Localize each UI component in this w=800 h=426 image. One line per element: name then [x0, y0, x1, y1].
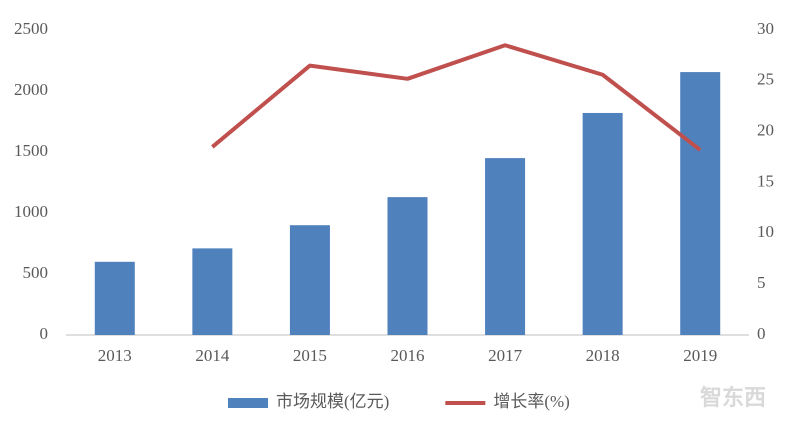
bar [485, 158, 526, 335]
y2-tick-label: 20 [757, 121, 774, 140]
x-tick-label: 2018 [586, 346, 620, 365]
y-tick-label: 1000 [14, 202, 48, 221]
line [211, 43, 702, 152]
x-tick-label: 2015 [293, 346, 327, 365]
x-tick-label: 2014 [195, 346, 230, 365]
y2-tick-label: 5 [757, 273, 766, 292]
x-tick-label: 2016 [391, 346, 425, 365]
x-tick-label: 2013 [98, 346, 132, 365]
y2-tick-label: 10 [757, 222, 774, 241]
watermark: 智东西 [700, 385, 766, 410]
y2-tick-label: 25 [757, 70, 774, 89]
y-tick-label: 0 [40, 324, 49, 343]
y-tick-label: 2500 [14, 19, 48, 38]
y2-tick-label: 30 [757, 19, 774, 38]
x-tick-label: 2017 [488, 346, 523, 365]
legend-label: 市场规模(亿元) [276, 392, 389, 411]
y-tick-label: 1500 [14, 141, 48, 160]
y2-tick-label: 15 [757, 171, 774, 190]
y-tick-label: 500 [23, 263, 49, 282]
legend-label: 增长率(%) [493, 392, 569, 411]
bar [387, 197, 428, 335]
bar [94, 261, 135, 335]
y-tick-label: 2000 [14, 80, 48, 99]
bar [289, 225, 330, 335]
y2-tick-label: 0 [757, 324, 766, 343]
x-tick-label: 2019 [683, 346, 717, 365]
bar [680, 72, 721, 335]
legend-swatch [228, 398, 268, 408]
bar [192, 248, 233, 335]
bar [582, 112, 623, 336]
